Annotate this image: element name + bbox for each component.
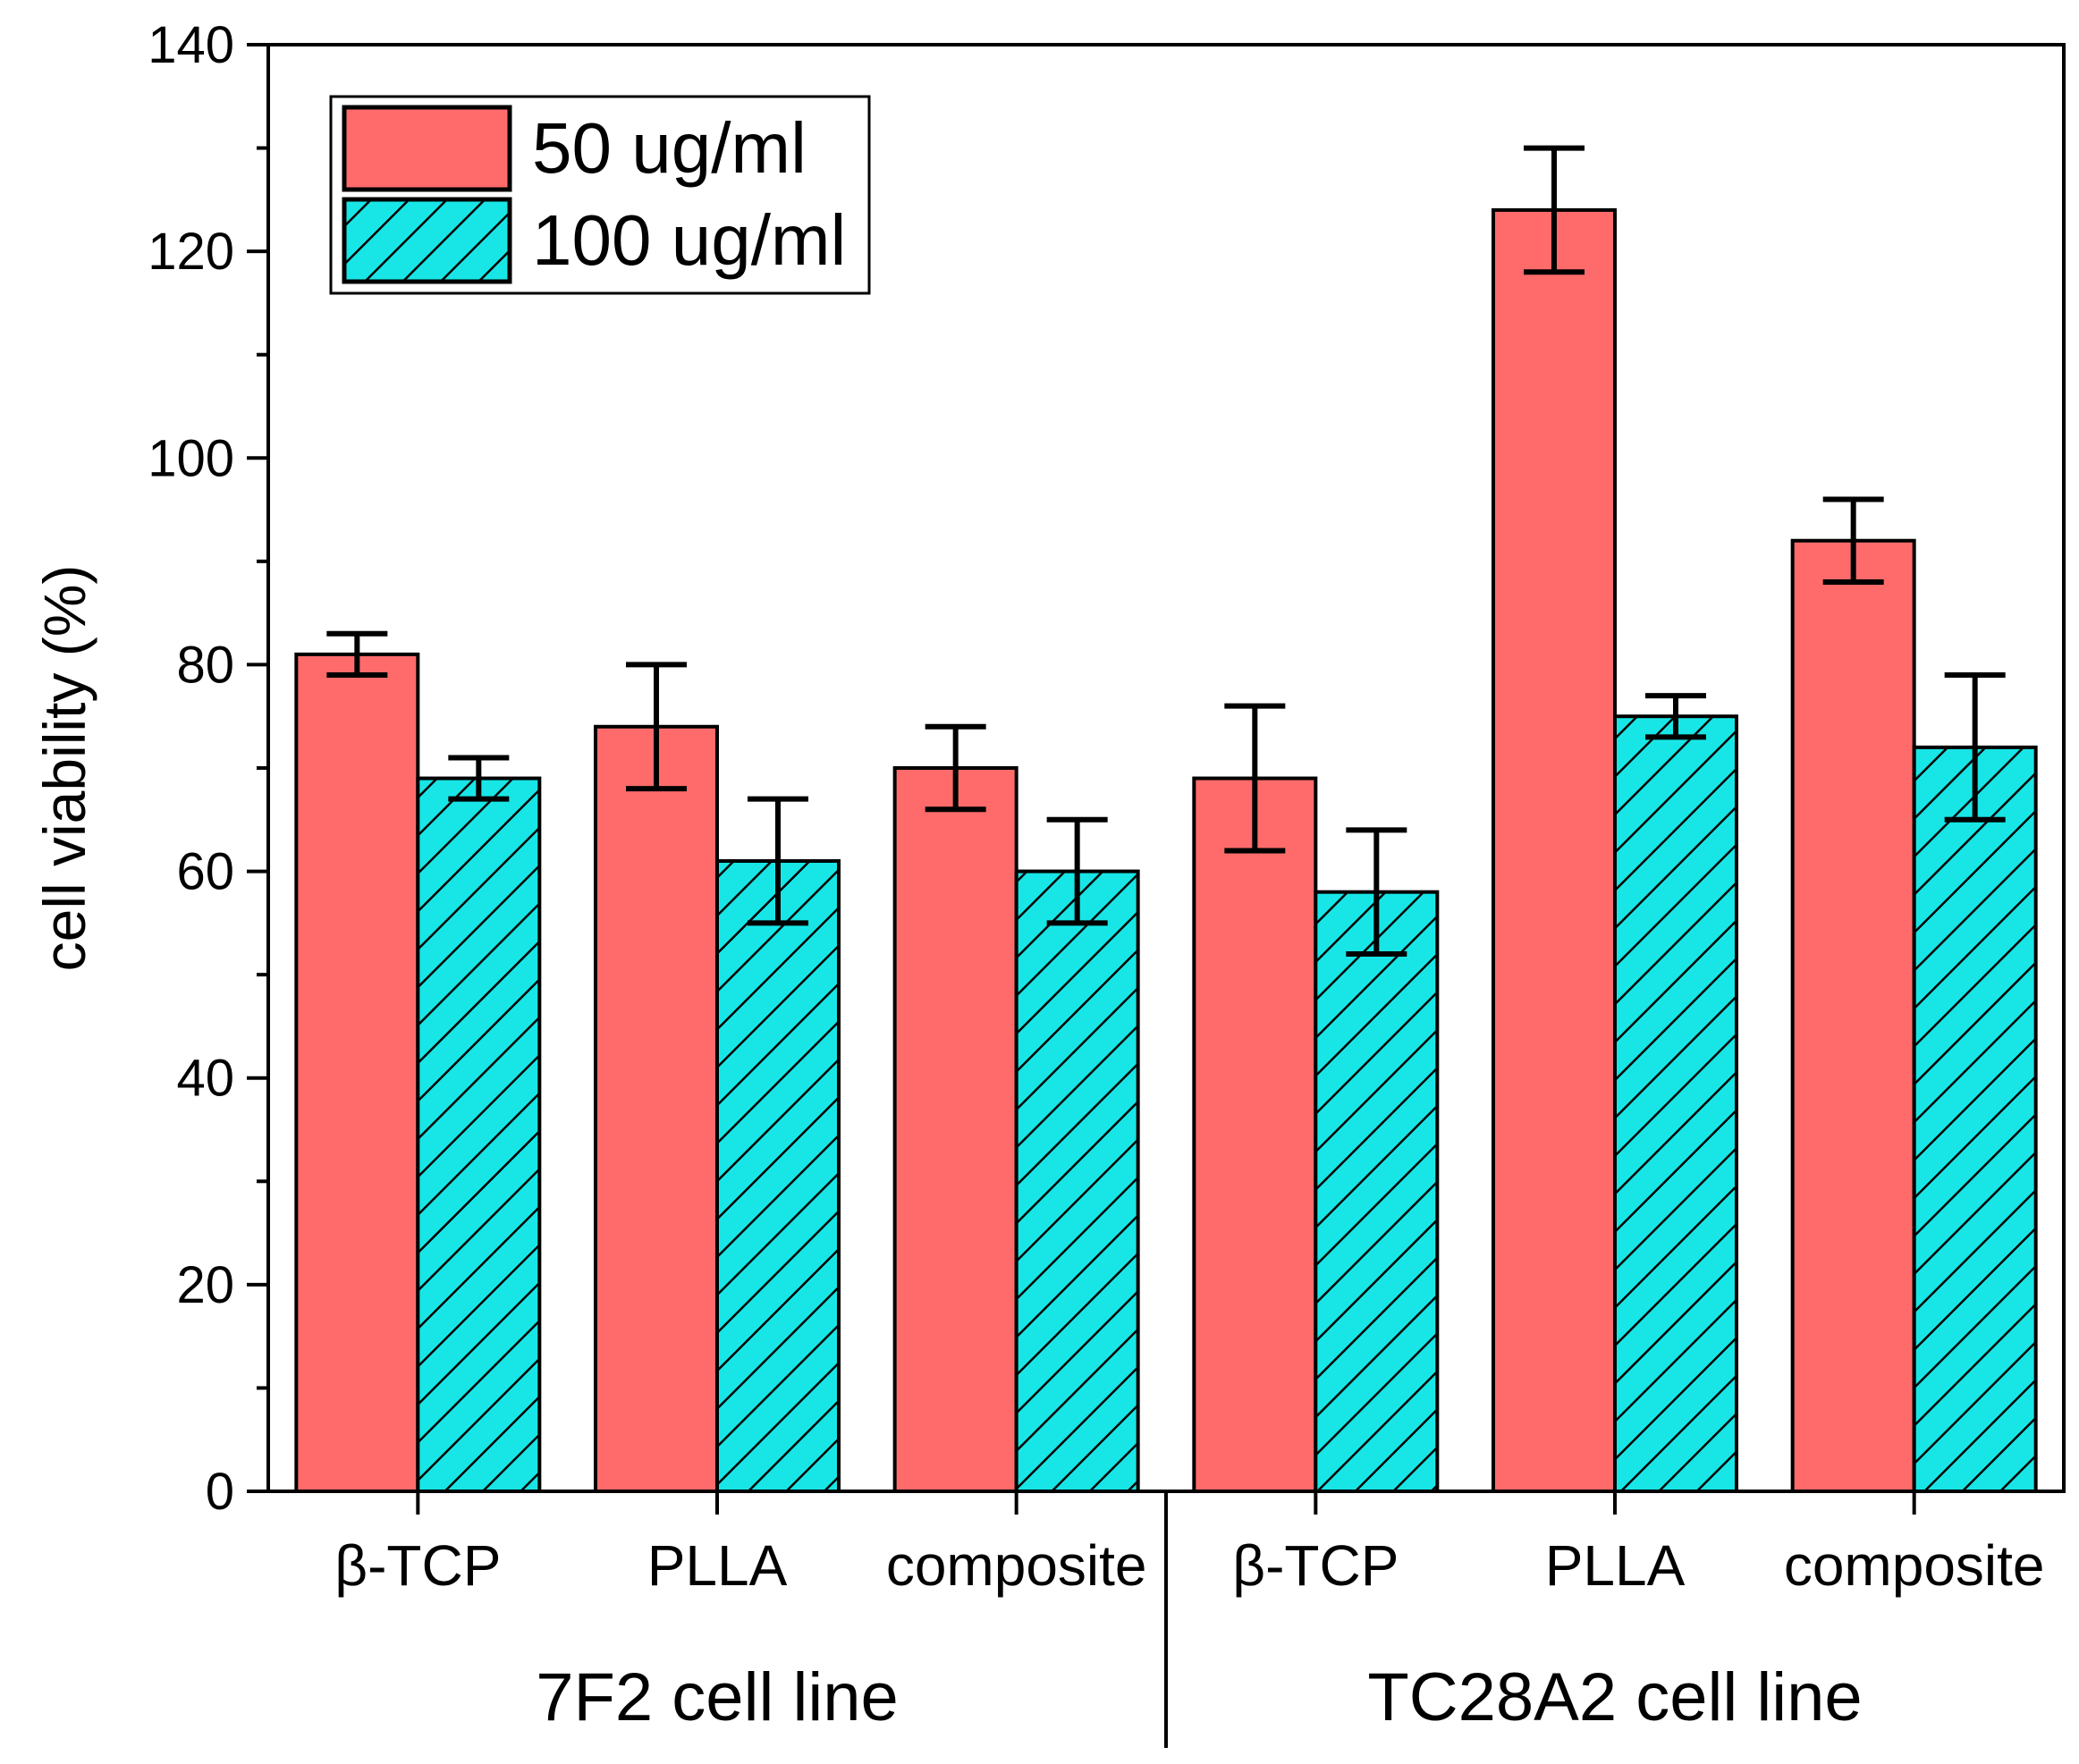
y-tick-label: 60: [176, 843, 234, 901]
x-category-label: β-TCP: [334, 1533, 501, 1598]
y-tick-label: 100: [148, 429, 234, 487]
y-tick-label: 120: [148, 223, 234, 281]
x-category-label: β-TCP: [1232, 1533, 1399, 1598]
group-label: 7F2 cell line: [536, 1659, 899, 1735]
bar-100ugml: [1613, 714, 1738, 1493]
y-tick-label: 20: [176, 1256, 234, 1314]
bar-50ugml: [892, 766, 1018, 1493]
bar-50ugml: [1790, 538, 1916, 1494]
bars: [294, 145, 2038, 1494]
x-category-label: PLLA: [647, 1533, 788, 1598]
labels: 0 20 40 60 80 100 120 140 cell viability (%) β-TC…: [31, 16, 2045, 1735]
x-category-label: composite: [886, 1533, 1147, 1598]
bar-100ugml: [715, 859, 841, 1493]
legend-label-100ugml: 100 ug/ml: [532, 200, 846, 280]
legend-swatch-50ugml: [342, 105, 512, 192]
x-category-label: composite: [1784, 1533, 2045, 1598]
y-tick-label: 140: [148, 16, 234, 74]
legend: 50 ug/ml 100 ug/ml: [329, 95, 871, 295]
bar-100ugml: [1014, 869, 1140, 1493]
bar-100ugml: [416, 776, 542, 1493]
legend-swatch-100ugml: [342, 197, 512, 284]
bar-100ugml: [1912, 745, 2038, 1493]
y-tick-label: 80: [176, 636, 234, 694]
bar-100ugml: [1314, 890, 1440, 1493]
y-axis-title: cell viability (%): [31, 565, 97, 972]
axes: [247, 43, 1916, 1748]
bar-50ugml: [594, 724, 719, 1493]
x-category-label: PLLA: [1545, 1533, 1686, 1598]
bar-50ugml: [1192, 776, 1318, 1493]
bar-50ugml: [1492, 207, 1617, 1493]
y-tick-label: 0: [206, 1463, 234, 1521]
legend-label-50ugml: 50 ug/ml: [532, 108, 807, 188]
y-tick-label: 40: [176, 1050, 234, 1108]
group-label: TC28A2 cell line: [1367, 1659, 1862, 1735]
bar-50ugml: [294, 652, 420, 1493]
